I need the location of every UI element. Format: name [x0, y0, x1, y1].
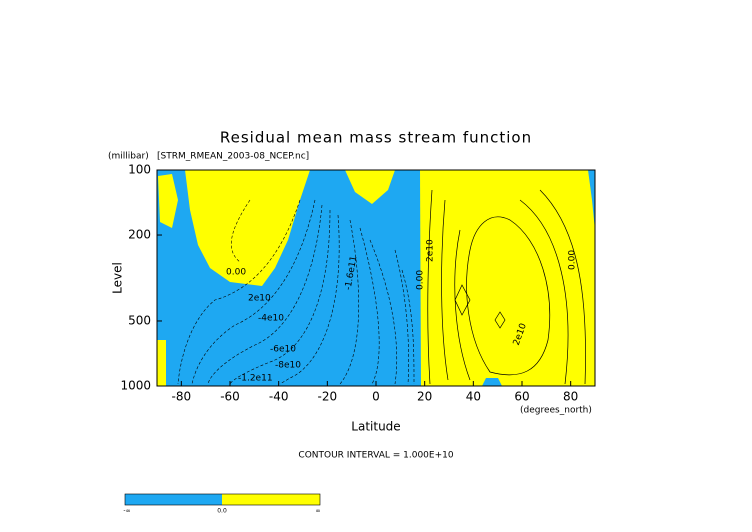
- y-tick-label: 200: [128, 228, 151, 242]
- source: [STRM_RMEAN_2003-08_NCEP.nc]: [157, 152, 309, 162]
- x-tick-label: 60: [514, 390, 529, 404]
- contour-label: 2e10: [426, 239, 436, 262]
- positive-region: [185, 170, 310, 286]
- positive-region: [157, 340, 166, 386]
- colorbar-positive: [222, 494, 320, 505]
- x-tick-label: 20: [417, 390, 432, 404]
- contour-label: -6e10: [270, 345, 296, 355]
- contour-fill: [157, 170, 595, 386]
- colorbar-label: -∞: [123, 508, 130, 515]
- contour-label: 0.00: [226, 268, 246, 278]
- positive-region: [420, 170, 595, 386]
- footnote: CONTOUR INTERVAL = 1.000E+10: [298, 451, 453, 461]
- y-tick-label: 1000: [120, 379, 151, 393]
- contour-label: -8e10: [275, 361, 301, 371]
- colorbar-negative: [125, 494, 222, 505]
- x-tick-label: 0: [372, 390, 380, 404]
- contour-lines: [177, 189, 586, 385]
- contour-label: -4e10: [258, 314, 284, 324]
- y-axis-title: Level: [111, 262, 125, 294]
- negative-region: [482, 378, 502, 386]
- positive-region: [345, 170, 395, 204]
- y-tick-label: 100: [128, 163, 151, 177]
- contour-label: 0.00: [568, 250, 578, 270]
- x-tick-label: -40: [269, 390, 289, 404]
- chart-title: Residual mean mass stream function: [220, 129, 532, 147]
- contour-label: 2e10: [248, 294, 271, 304]
- x-tick-label: 40: [466, 390, 481, 404]
- colorbar-label: 0.0: [217, 508, 227, 515]
- x-tick-label: 80: [563, 390, 578, 404]
- y-units: (millibar): [108, 152, 149, 162]
- contour-label: -1.2e11: [238, 374, 273, 384]
- x-units: (degrees_north): [520, 406, 592, 416]
- y-tick-label: 500: [128, 313, 151, 327]
- x-tick-label: -20: [318, 390, 338, 404]
- colorbar-label: ∞: [316, 508, 321, 515]
- x-tick-label: -60: [220, 390, 240, 404]
- colorbar: -∞ 0.0 ∞: [123, 493, 321, 515]
- contour-label: 0.00: [416, 270, 426, 290]
- x-axis-title: Latitude: [351, 420, 400, 434]
- positive-region: [158, 174, 178, 228]
- x-tick-label: -80: [172, 390, 192, 404]
- colorbar-frame: [124, 493, 321, 506]
